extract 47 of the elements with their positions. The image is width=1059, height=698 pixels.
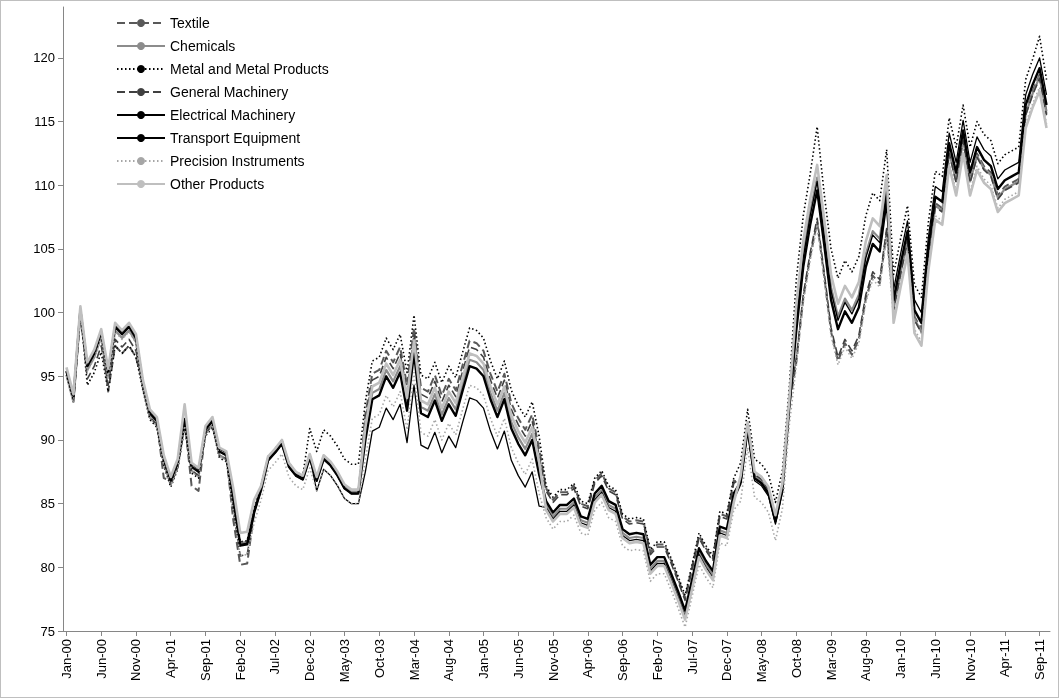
y-tick-label: 110 [34,177,55,193]
y-tick-label: 115 [34,114,55,130]
legend-label: General Machinery [170,84,289,100]
legend-label: Chemicals [170,38,236,54]
x-tick-label: Jul-02 [267,639,283,675]
x-tick-label: Jan-00 [58,639,74,679]
legend-label: Transport Equipment [170,130,301,146]
x-tick-label: Nov-10 [962,639,978,681]
x-tick-label: Feb-07 [649,639,665,681]
x-tick-label: Aug-09 [858,639,874,681]
x-tick-label: Feb-02 [232,639,248,681]
x-tick-label: Oct-03 [371,639,387,679]
y-tick-label: 80 [40,559,55,575]
x-tick-label: Sep-01 [197,639,213,681]
x-tick-label: Nov-05 [545,639,561,681]
y-tick-label: 95 [40,368,55,384]
legend-label: Textile [170,15,210,31]
x-tick-label: Apr-11 [997,639,1013,678]
y-tick-label: 120 [33,50,55,66]
x-tick-label: Jan-10 [893,639,909,679]
y-tick-label: 105 [33,241,55,257]
x-tick-label: Sep-11 [1032,639,1048,680]
x-tick-label: Nov-00 [128,639,144,681]
x-tick-label: Apr-06 [580,639,596,679]
x-tick-label: Oct-08 [788,639,804,679]
y-tick-label: 90 [40,432,55,448]
x-tick-label: Apr-01 [163,639,179,679]
x-tick-label: May-03 [337,639,352,683]
legend-label: Electrical Machinery [170,107,296,123]
x-tick-label: Mar-09 [823,639,839,681]
x-tick-label: Aug-04 [441,639,457,681]
x-tick-label: May-08 [754,639,770,683]
x-tick-label: Jul-07 [684,639,700,675]
x-tick-label: Jan-05 [476,639,492,679]
y-tick-label: 85 [40,496,55,512]
x-tick-label: Jun-00 [93,639,109,679]
y-tick-label: 75 [40,623,55,639]
legend-label: Other Products [170,176,265,192]
x-tick-label: Sep-06 [615,639,631,681]
x-tick-label: Jun-10 [927,639,943,679]
y-tick-label: 100 [33,305,55,321]
x-tick-label: Dec-02 [302,639,318,681]
x-tick-label: Dec-07 [719,639,735,681]
x-tick-label: Jun-05 [510,639,526,679]
legend-label: Metal and Metal Products [170,61,329,77]
x-tick-label: Mar-04 [406,639,422,681]
legend-label: Precision Instruments [170,153,305,169]
